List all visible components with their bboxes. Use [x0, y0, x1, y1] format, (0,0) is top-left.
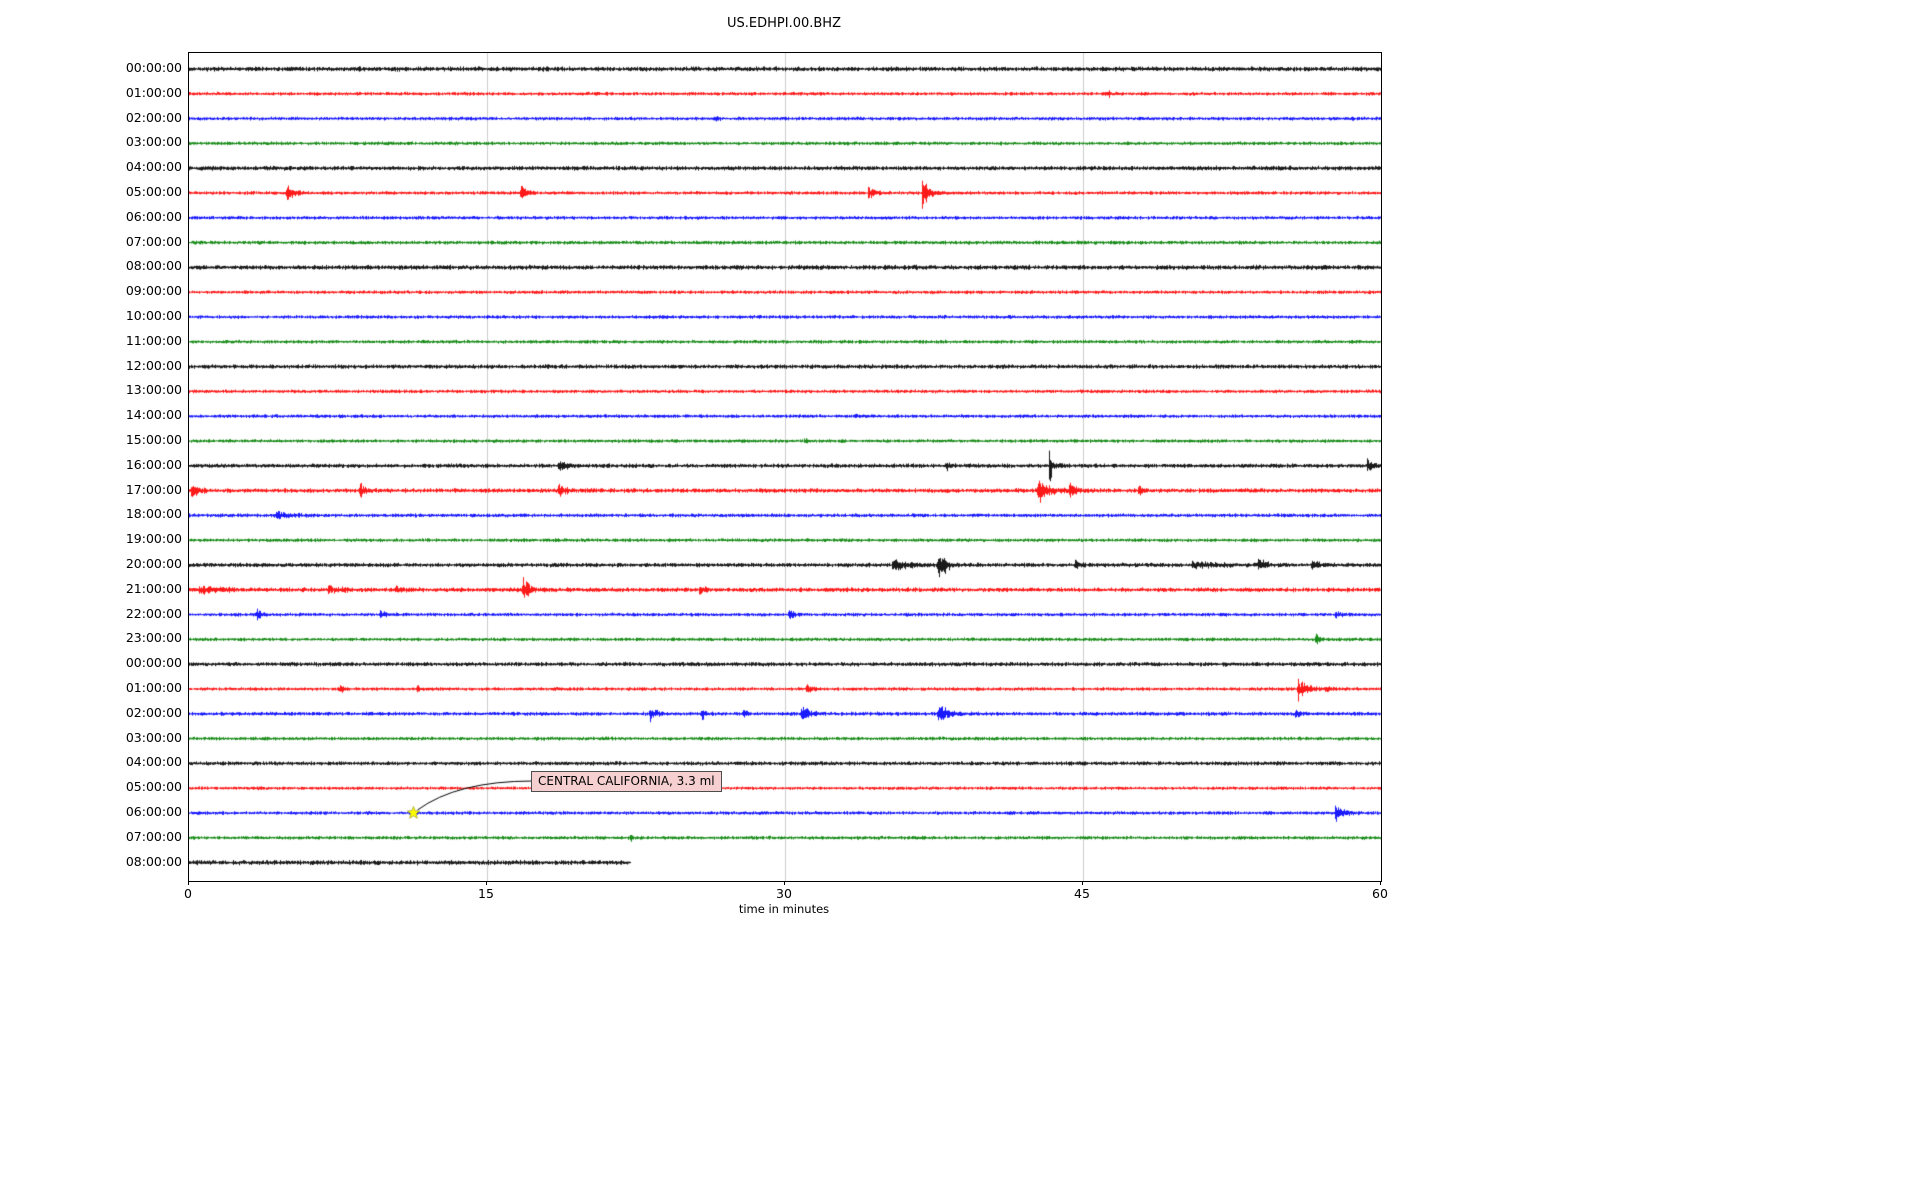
- y-tick-label: 08:00:00: [125, 853, 182, 869]
- y-tick-label: 13:00:00: [125, 382, 182, 398]
- x-tick-label: 15: [478, 886, 494, 901]
- y-tick-label: 06:00:00: [125, 804, 182, 819]
- y-tick-label: 03:00:00: [125, 729, 182, 745]
- plot-area: [188, 52, 1382, 882]
- y-tick-label: 19:00:00: [125, 531, 182, 547]
- y-tick-label: 02:00:00: [125, 109, 182, 125]
- event-annotation: CENTRAL CALIFORNIA, 3.3 ml: [531, 771, 722, 792]
- y-tick-label: 15:00:00: [125, 432, 182, 447]
- event-annotation-label: CENTRAL CALIFORNIA, 3.3 ml: [538, 774, 715, 788]
- y-tick-label: 05:00:00: [125, 779, 182, 795]
- y-tick-label: 01:00:00: [125, 84, 182, 100]
- y-tick-label: 21:00:00: [125, 580, 182, 596]
- plot-title: US.EDHPI.00.BHZ: [727, 16, 841, 31]
- y-tick-label: 12:00:00: [125, 357, 182, 373]
- y-tick-label: 09:00:00: [125, 283, 182, 299]
- y-tick-label: 02:00:00: [125, 704, 182, 720]
- y-tick-label: 11:00:00: [125, 332, 182, 348]
- y-tick-label: 18:00:00: [125, 506, 182, 522]
- y-tick-label: 23:00:00: [125, 630, 182, 646]
- seismogram-canvas: [189, 53, 1381, 881]
- x-tick-label: 30: [776, 886, 792, 901]
- y-tick-label: 07:00:00: [125, 233, 182, 249]
- y-tick-label: 20:00:00: [125, 556, 182, 571]
- x-tick-mark: [1082, 881, 1083, 885]
- x-tick-mark: [188, 881, 189, 885]
- y-tick-label: 22:00:00: [125, 605, 182, 621]
- y-tick-label: 17:00:00: [125, 481, 182, 497]
- y-tick-label: 07:00:00: [125, 828, 182, 844]
- x-tick-label: 45: [1074, 886, 1090, 901]
- y-tick-label: 01:00:00: [125, 680, 182, 695]
- x-tick-mark: [784, 881, 785, 885]
- x-tick-mark: [486, 881, 487, 885]
- y-tick-label: 08:00:00: [125, 258, 182, 274]
- x-tick-label: 60: [1372, 886, 1388, 901]
- x-tick-mark: [1380, 881, 1381, 885]
- y-tick-label: 14:00:00: [125, 407, 182, 423]
- y-tick-label: 06:00:00: [125, 208, 182, 224]
- y-tick-label: 16:00:00: [125, 456, 182, 472]
- y-tick-label: 05:00:00: [125, 184, 182, 199]
- y-tick-label: 04:00:00: [125, 159, 182, 175]
- y-tick-label: 03:00:00: [125, 134, 182, 150]
- y-tick-label: 10:00:00: [125, 308, 182, 323]
- x-tick-label: 0: [184, 886, 192, 901]
- y-tick-label: 00:00:00: [125, 655, 182, 671]
- x-axis-title: time in minutes: [738, 902, 830, 916]
- y-tick-label: 00:00:00: [125, 60, 182, 75]
- y-tick-label: 04:00:00: [125, 754, 182, 770]
